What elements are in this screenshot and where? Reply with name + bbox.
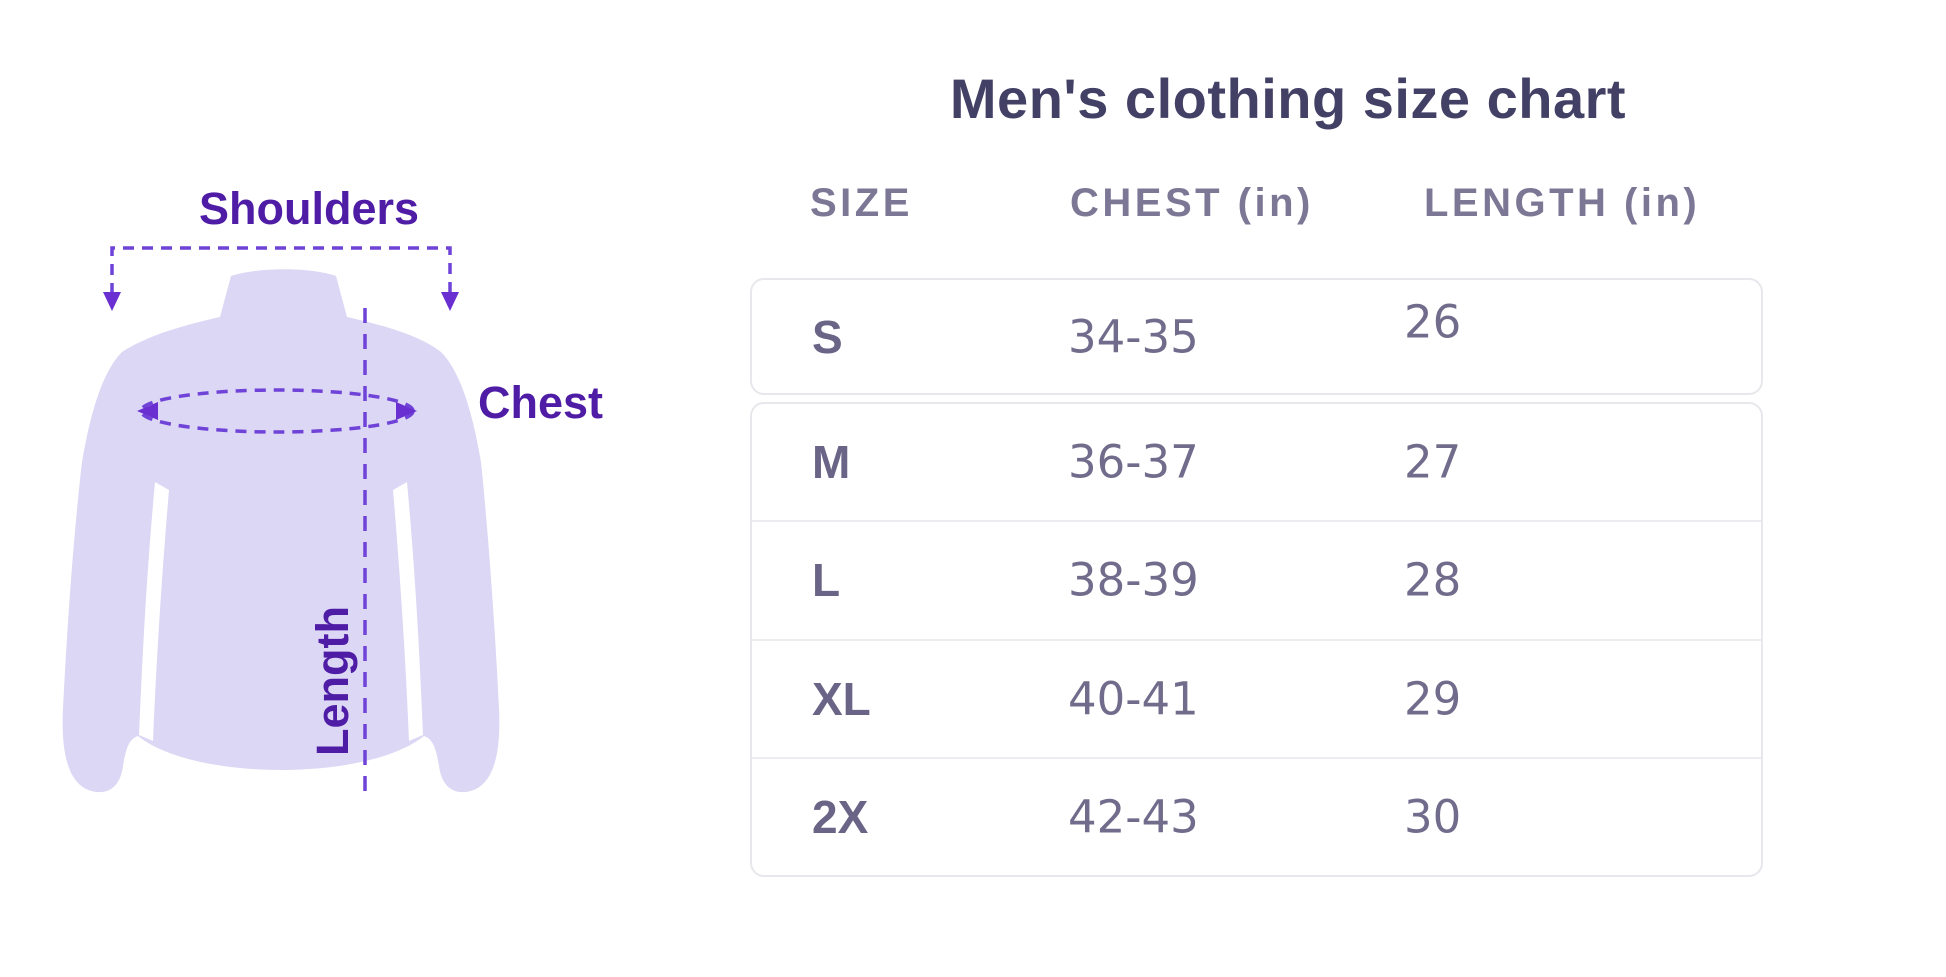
size-cell: M bbox=[812, 436, 851, 489]
size-cell: L bbox=[812, 554, 841, 607]
page-title: Men's clothing size chart bbox=[949, 67, 1627, 130]
chest-cell: 42-43 bbox=[1068, 790, 1199, 844]
table-row: 2X 42-43 30 bbox=[752, 756, 1761, 875]
column-header-chest: CHEST (in) bbox=[1070, 181, 1314, 225]
sleeve-slit-right bbox=[393, 482, 423, 741]
length-cell: 26 bbox=[1404, 295, 1462, 348]
table-row: XL 40-41 29 bbox=[752, 638, 1761, 757]
size-cell: XL bbox=[812, 672, 871, 725]
table-row: M 36-37 27 bbox=[752, 404, 1761, 520]
chest-cell: 36-37 bbox=[1068, 435, 1199, 489]
table-row: L 38-39 28 bbox=[752, 520, 1761, 638]
size-table-row-s-box: S 34-35 26 bbox=[750, 278, 1763, 395]
arrow-left-icon bbox=[137, 402, 158, 420]
arrow-down-left-icon bbox=[103, 292, 121, 311]
arrow-right-icon bbox=[396, 402, 417, 420]
length-cell: 29 bbox=[1404, 672, 1462, 726]
sleeve-slit-left bbox=[139, 482, 169, 741]
column-header-length: LENGTH (in) bbox=[1424, 181, 1701, 225]
chest-cell: 34-35 bbox=[1068, 310, 1199, 363]
length-label: Length bbox=[307, 606, 358, 756]
shoulders-measure-line bbox=[110, 246, 452, 294]
length-cell: 27 bbox=[1404, 435, 1462, 489]
length-cell: 30 bbox=[1404, 790, 1462, 844]
table-row: S 34-35 26 bbox=[752, 280, 1761, 393]
size-cell: S bbox=[812, 310, 843, 363]
size-cell: 2X bbox=[812, 790, 869, 843]
length-cell: 28 bbox=[1404, 553, 1462, 607]
shirt-silhouette bbox=[62, 269, 500, 793]
chest-cell: 40-41 bbox=[1068, 672, 1199, 726]
shirt-illustration bbox=[62, 246, 500, 793]
arrow-down-right-icon bbox=[441, 292, 459, 311]
chest-cell: 38-39 bbox=[1068, 553, 1199, 607]
size-table-rows-box: M 36-37 27 L 38-39 28 XL 40-41 29 2X 42-… bbox=[750, 402, 1763, 877]
column-header-size: SIZE bbox=[810, 181, 913, 225]
chest-label: Chest bbox=[478, 377, 604, 428]
shoulders-label: Shoulders bbox=[199, 183, 420, 234]
